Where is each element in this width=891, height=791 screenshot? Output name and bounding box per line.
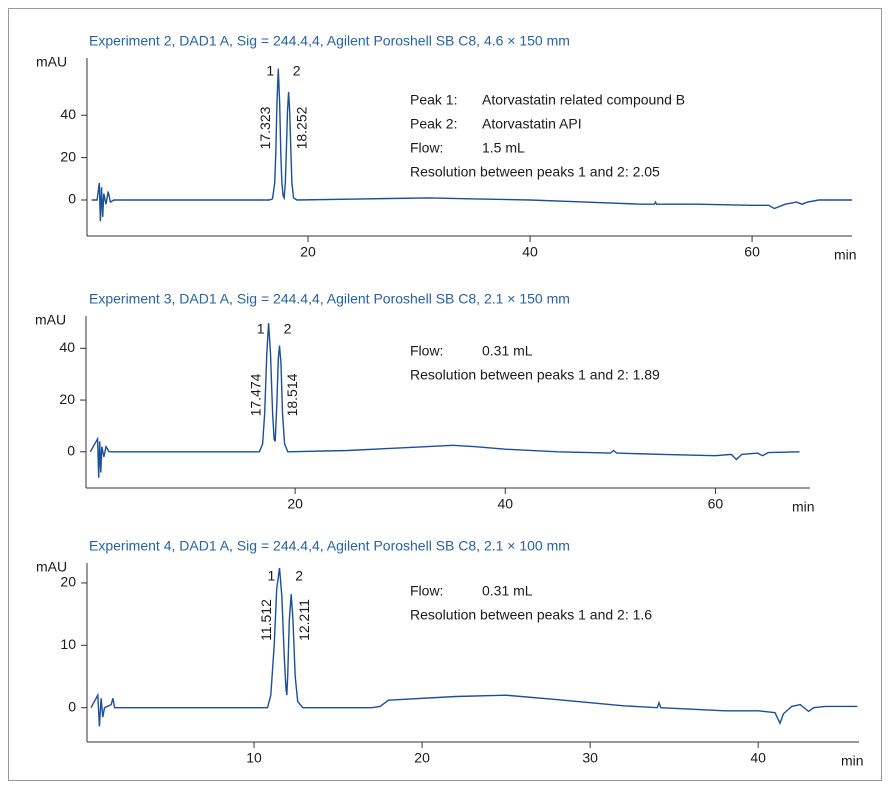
x-tick-label: 60 (708, 496, 724, 512)
x-tick-label: 20 (287, 496, 303, 512)
info-text: 0.31 mL (482, 583, 533, 599)
y-tick-label: 0 (68, 698, 76, 714)
retention-time: 17.474 (247, 373, 263, 416)
y-tick-label: 20 (60, 574, 76, 590)
trace (91, 68, 852, 222)
info-text: Flow: (410, 343, 443, 359)
info-text: 0.31 mL (482, 343, 533, 359)
y-tick-label: 40 (60, 106, 76, 122)
info-text: Flow: (410, 140, 443, 156)
chart-title: Experiment 3, DAD1 A, Sig = 244.4,4, Agi… (89, 291, 570, 307)
x-tick-label: 40 (750, 750, 766, 766)
x-axis-label: min (792, 499, 815, 515)
y-axis-label: mAU (36, 559, 67, 575)
peak-label: 1 (266, 63, 274, 79)
x-tick-label: 10 (246, 750, 262, 766)
retention-time: 12.211 (296, 599, 312, 641)
y-tick-label: 20 (60, 148, 76, 164)
x-tick-label: 40 (498, 496, 514, 512)
info-text: Peak 2: (410, 116, 457, 132)
y-tick-label: 40 (59, 339, 75, 355)
info-text: Atorvastatin related compound B (482, 92, 685, 108)
retention-time: 11.512 (258, 599, 274, 641)
frame (8, 8, 882, 781)
peak-label: 1 (257, 321, 265, 337)
info-text: Flow: (410, 583, 443, 599)
chart-title: Experiment 2, DAD1 A, Sig = 244.4,4, Agi… (89, 33, 570, 49)
peak-label: 2 (293, 63, 301, 79)
y-tick-label: 0 (67, 442, 75, 458)
info-text: Resolution between peaks 1 and 2: 2.05 (410, 164, 660, 180)
peak-label: 2 (284, 321, 292, 337)
trace (90, 567, 858, 727)
info-text: Atorvastatin API (482, 116, 582, 132)
x-tick-label: 30 (582, 750, 598, 766)
info-text: 1.5 mL (482, 140, 525, 156)
y-tick-label: 0 (68, 191, 76, 207)
x-axis-label: min (834, 247, 857, 263)
y-tick-label: 10 (60, 636, 76, 652)
y-tick-label: 20 (59, 391, 75, 407)
chart-title: Experiment 4, DAD1 A, Sig = 244.4,4, Agi… (89, 538, 570, 554)
y-axis-label: mAU (35, 312, 66, 328)
trace (89, 323, 800, 478)
y-axis-label: mAU (36, 54, 67, 70)
retention-time: 17.323 (257, 106, 273, 149)
x-tick-label: 40 (522, 244, 538, 260)
x-axis-label: min (841, 753, 864, 769)
x-tick-label: 60 (744, 244, 760, 260)
peak-label: 2 (295, 568, 303, 584)
info-text: Peak 1: (410, 92, 457, 108)
retention-time: 18.252 (293, 106, 309, 149)
x-tick-label: 20 (300, 244, 316, 260)
info-text: Resolution between peaks 1 and 2: 1.89 (410, 367, 660, 383)
retention-time: 18.514 (284, 373, 300, 416)
peak-label: 1 (268, 568, 276, 584)
info-text: Resolution between peaks 1 and 2: 1.6 (410, 607, 652, 623)
x-tick-label: 20 (414, 750, 430, 766)
